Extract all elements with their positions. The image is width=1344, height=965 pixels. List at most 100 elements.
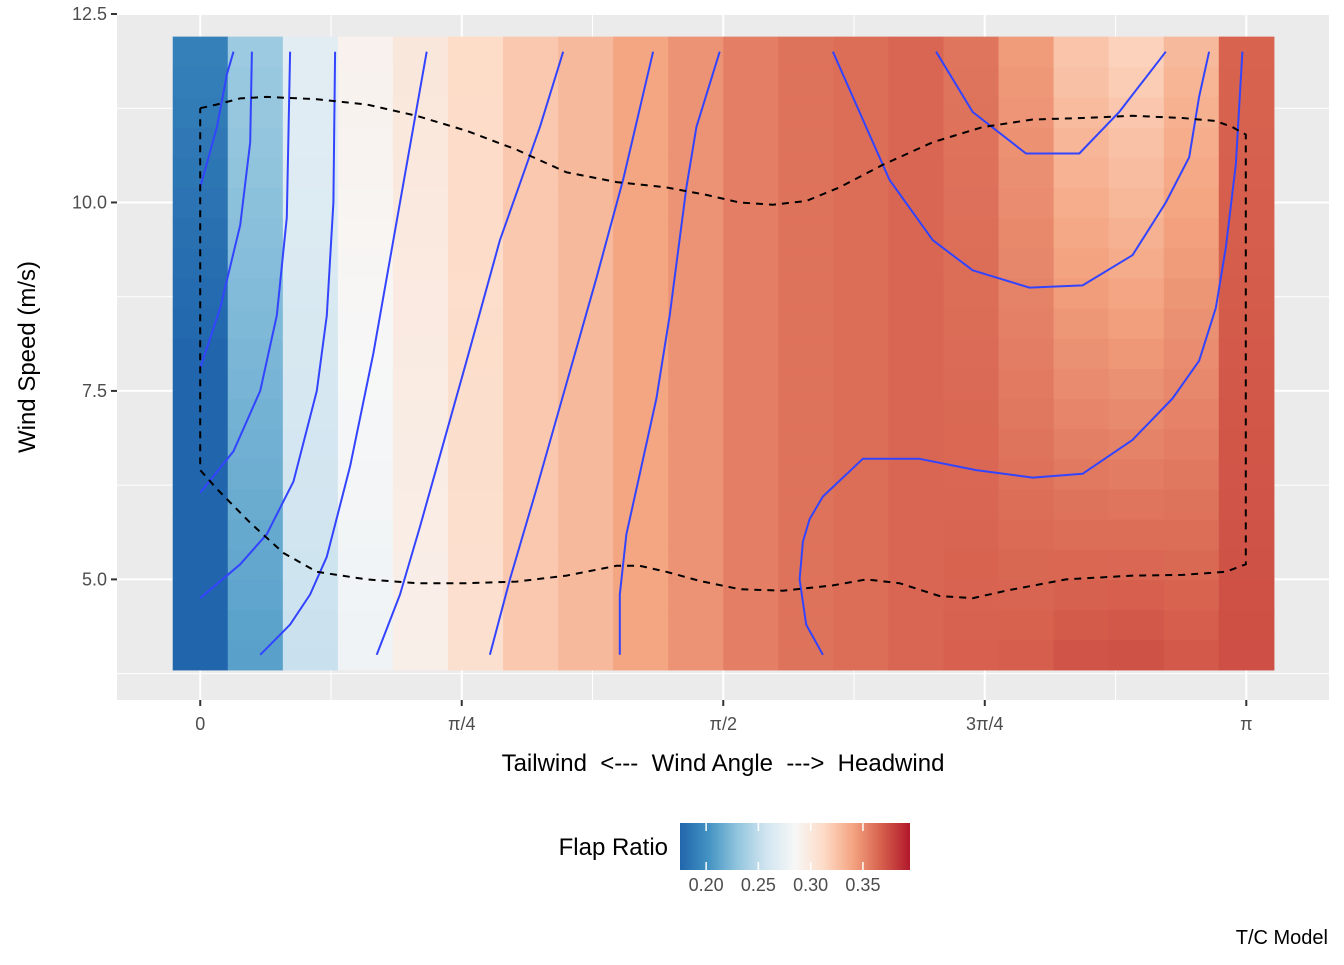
heatmap-tile	[337, 428, 394, 460]
legend-colorbar	[680, 823, 910, 870]
heatmap-tile	[558, 277, 614, 309]
heatmap-tile	[778, 368, 834, 400]
heatmap-tile	[668, 308, 724, 339]
heatmap-tile	[833, 579, 890, 611]
heatmap-tile	[998, 247, 1055, 279]
heatmap-tile	[778, 277, 834, 309]
heatmap-tile	[1053, 157, 1110, 188]
heatmap-tile	[943, 488, 1000, 520]
heatmap-tile	[998, 157, 1055, 188]
heatmap-tile	[723, 187, 779, 219]
contour-lines	[199, 51, 1244, 656]
heatmap-tile	[392, 639, 449, 671]
heatmap-tile	[558, 579, 614, 611]
heatmap-tile	[833, 519, 890, 550]
heatmap-tile	[723, 549, 779, 580]
x-tick-label: π	[1240, 714, 1252, 734]
y-tick-label: 5.0	[82, 569, 107, 589]
heatmap-tile	[282, 549, 339, 580]
heatmap-tile	[558, 428, 614, 460]
heatmap-tile	[1053, 368, 1110, 400]
heatmap-tile	[943, 157, 1000, 188]
heatmap-tile	[613, 609, 669, 641]
heatmap-tile	[392, 549, 449, 580]
heatmap-tile	[447, 519, 504, 550]
heatmap-tile	[888, 308, 945, 339]
heatmap-tile	[503, 519, 559, 550]
heatmap-tile	[1108, 96, 1165, 128]
heatmap-tile	[668, 519, 724, 550]
heatmap-tile	[833, 368, 890, 400]
heatmap-tile	[1053, 247, 1110, 279]
heatmap-tile	[888, 36, 945, 68]
heatmap-tile	[613, 519, 669, 550]
heatmap-tile	[613, 428, 669, 460]
heatmap-tile	[723, 127, 779, 158]
heatmap-tile	[833, 127, 890, 158]
heatmap-tile	[392, 458, 449, 490]
heatmap-tile	[227, 96, 284, 128]
heatmap-tile	[1053, 519, 1110, 550]
y-tick-label: 10.0	[72, 192, 107, 212]
heatmap-tile	[337, 36, 394, 68]
y-tick-label: 7.5	[82, 381, 107, 401]
heatmap-tile	[282, 488, 339, 520]
heatmap-tile	[833, 308, 890, 339]
heatmap-tile	[613, 127, 669, 158]
heatmap-tile	[337, 66, 394, 98]
heatmap-tile	[778, 96, 834, 128]
heatmap-tile	[1163, 428, 1220, 460]
heatmap-tile	[282, 609, 339, 641]
heatmap-tile	[503, 639, 559, 671]
heatmap-tile	[1163, 579, 1220, 611]
heatmap-tile	[227, 338, 284, 369]
heatmap-tile	[1163, 519, 1220, 550]
heatmap-tile	[1163, 338, 1220, 369]
heatmap-tile	[558, 458, 614, 490]
heatmap-tile	[778, 549, 834, 580]
heatmap-tile	[943, 36, 1000, 68]
heatmap-tile	[447, 398, 504, 430]
heatmap-tile	[778, 428, 834, 460]
heatmap-tile	[1053, 217, 1110, 249]
heatmap-tile	[227, 579, 284, 611]
heatmap-tile	[503, 96, 559, 128]
heatmap-tile	[943, 519, 1000, 550]
heatmap-tile	[503, 549, 559, 580]
heatmap-tile	[1108, 127, 1165, 158]
heatmap-tile	[943, 549, 1000, 580]
heatmap-tile	[888, 127, 945, 158]
heatmap-tile	[998, 338, 1055, 369]
heatmap-tile	[392, 96, 449, 128]
heatmap-tile	[1053, 488, 1110, 520]
heatmap-tile	[613, 458, 669, 490]
heatmap-tile	[888, 398, 945, 430]
heatmap-tile	[282, 157, 339, 188]
heatmap-tile	[1053, 579, 1110, 611]
heatmap-tile	[723, 338, 779, 369]
heatmap-tile	[888, 639, 945, 671]
heatmap-tile	[943, 217, 1000, 249]
heatmap-tile	[778, 458, 834, 490]
contour-line	[259, 51, 428, 656]
heatmap-tile	[668, 277, 724, 309]
heatmap-tile	[723, 579, 779, 611]
heatmap-tile	[1053, 639, 1110, 671]
heatmap-tile	[888, 96, 945, 128]
heatmap-tile	[227, 488, 284, 520]
heatmap-tile	[558, 217, 614, 249]
heatmap-tile	[888, 187, 945, 219]
heatmap-tile	[1108, 187, 1165, 219]
heatmap-tile	[613, 247, 669, 279]
heatmap-tile	[613, 639, 669, 671]
heatmap-tile	[1218, 36, 1275, 68]
heatmap-tile	[998, 609, 1055, 641]
heatmap-tile	[723, 398, 779, 430]
heatmap-tile	[613, 36, 669, 68]
heatmap-tile	[778, 519, 834, 550]
heatmap-tile	[558, 36, 614, 68]
heatmap-tile	[613, 187, 669, 219]
heatmap-tile	[723, 247, 779, 279]
heatmap-tile	[503, 157, 559, 188]
